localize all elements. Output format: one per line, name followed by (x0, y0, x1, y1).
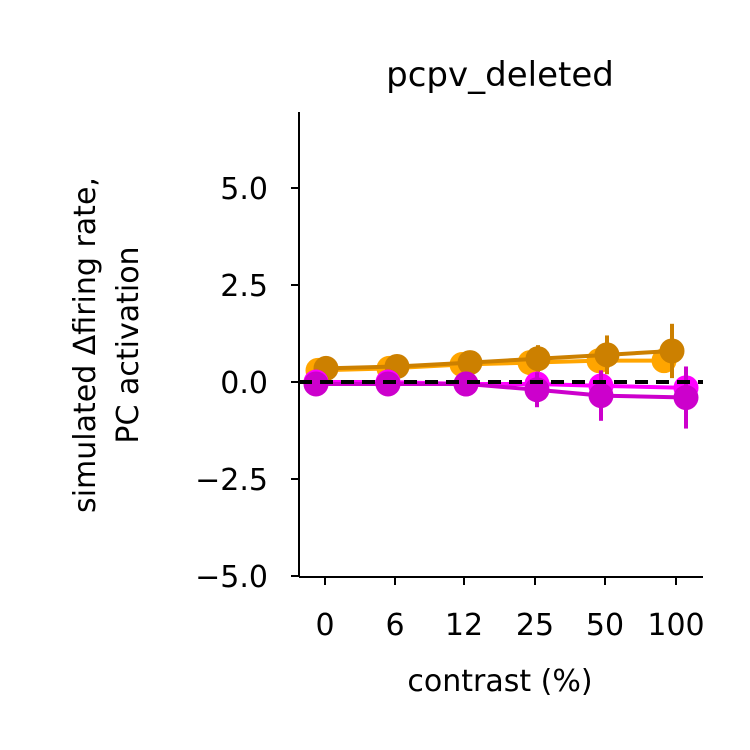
x-tick-label: 6 (385, 608, 404, 643)
x-ticks: 0 6 12 25 50 100 (315, 577, 705, 643)
data-point (673, 385, 699, 411)
y-axis-label-line1: simulated Δfiring rate, (68, 177, 103, 513)
plot-area (299, 323, 703, 429)
y-tick-label: −2.5 (195, 463, 268, 498)
x-tick-label: 100 (647, 608, 704, 643)
series-3 (303, 366, 699, 429)
data-point (525, 346, 551, 372)
x-tick-label: 50 (586, 608, 624, 643)
y-tick-label: 5.0 (220, 172, 268, 207)
series-1 (313, 323, 685, 381)
y-axis-label-line2: PC activation (111, 246, 146, 443)
y-tick-label: 2.5 (220, 269, 268, 304)
y-ticks: 5.0 2.5 0.0 −2.5 −5.0 (195, 172, 299, 595)
data-point (303, 371, 329, 397)
x-tick-label: 0 (315, 608, 334, 643)
data-point (594, 342, 620, 368)
x-tick-label: 25 (516, 608, 554, 643)
data-point (659, 338, 685, 364)
data-point (453, 371, 479, 397)
x-axis-label: contrast (%) (407, 664, 592, 699)
x-tick-label: 12 (445, 608, 483, 643)
data-point (457, 350, 483, 376)
y-tick-label: −5.0 (195, 560, 268, 595)
y-tick-label: 0.0 (220, 366, 268, 401)
data-point (588, 383, 614, 409)
chart-title: pcpv_deleted (386, 55, 614, 95)
